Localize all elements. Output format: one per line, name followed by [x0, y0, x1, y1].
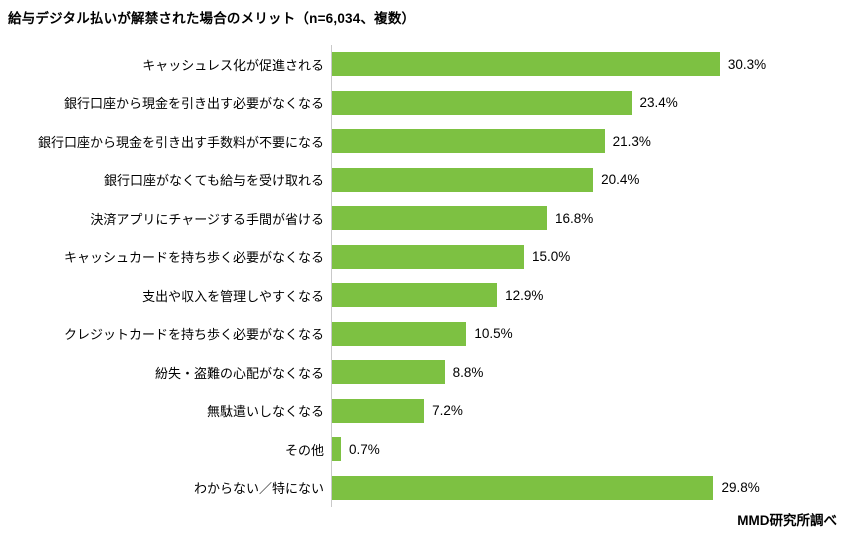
bar-area: 30.3%: [331, 52, 847, 77]
bar-row: 無駄遣いしなくなる 7.2%: [0, 392, 847, 431]
bar: [332, 129, 605, 154]
bar-row: 銀行口座から現金を引き出す手数料が不要になる 21.3%: [0, 122, 847, 161]
bar-area: 8.8%: [331, 360, 847, 385]
bar-value: 20.4%: [601, 172, 640, 188]
bar-label: 支出や収入を管理しやすくなる: [142, 288, 324, 304]
bar-area: 21.3%: [331, 129, 847, 154]
bar-value: 8.8%: [452, 364, 484, 380]
bar-row: キャッシュレス化が促進される 30.3%: [0, 45, 847, 84]
bar-row: 銀行口座がなくても給与を受け取れる 20.4%: [0, 161, 847, 200]
chart-title: 給与デジタル払いが解禁された場合のメリット（n=6,034、複数）: [8, 11, 416, 26]
bar-row: 紛失・盗難の心配がなくなる 8.8%: [0, 353, 847, 392]
bar-area: 16.8%: [331, 206, 847, 231]
bar-label: キャッシュカードを持ち歩く必要がなくなる: [63, 250, 324, 266]
bar: [332, 90, 632, 115]
bar-label: その他: [284, 442, 324, 458]
bar-label: 決済アプリにチャージする手間が省ける: [90, 211, 324, 227]
bar-value: 15.0%: [532, 249, 571, 265]
bar-label: クレジットカードを持ち歩く必要がなくなる: [63, 327, 324, 343]
y-axis-line: [331, 45, 332, 507]
bar: [332, 167, 594, 192]
bar-value: 23.4%: [639, 95, 678, 111]
bar-row: 決済アプリにチャージする手間が省ける 16.8%: [0, 199, 847, 238]
bar-area: 12.9%: [331, 283, 847, 308]
bar-value: 30.3%: [727, 56, 767, 72]
bar: [332, 360, 445, 385]
bar-value: 16.8%: [555, 210, 594, 226]
bar-area: 23.4%: [331, 90, 847, 115]
bar-label: 銀行口座から現金を引き出す手数料が不要になる: [37, 134, 324, 150]
bar-row: クレジットカードを持ち歩く必要がなくなる 10.5%: [0, 315, 847, 354]
bar-label: 銀行口座がなくても給与を受け取れる: [104, 173, 324, 189]
bar-value: 10.5%: [474, 326, 513, 342]
bar-value: 7.2%: [432, 403, 463, 419]
bar-row: わからない／特にない 29.8%: [0, 469, 847, 508]
bar-area: 10.5%: [331, 321, 847, 346]
bar-area: 15.0%: [331, 244, 847, 269]
bar-area: 7.2%: [331, 398, 847, 423]
bar-value: 0.7%: [348, 441, 380, 457]
bar: [332, 398, 425, 423]
bar-label: わからない／特にない: [193, 481, 324, 497]
bar-value: 29.8%: [721, 480, 760, 496]
bar-area: 20.4%: [331, 167, 847, 192]
bar-value: 12.9%: [505, 287, 544, 303]
bar-label: 無駄遣いしなくなる: [206, 404, 324, 420]
bar: [332, 52, 720, 77]
bar-area: 0.7%: [331, 437, 847, 462]
source-credit: MMD研究所調べ: [737, 513, 837, 528]
bar-label: 紛失・盗難の心配がなくなる: [154, 365, 324, 381]
bar-label: キャッシュレス化が促進される: [142, 57, 324, 73]
plot-area: キャッシュレス化が促進される 30.3% 銀行口座から現金を引き出す必要がなくな…: [0, 45, 847, 507]
bar: [332, 283, 498, 308]
bar-row: 銀行口座から現金を引き出す必要がなくなる 23.4%: [0, 84, 847, 123]
bar: [332, 244, 524, 269]
bar-row: その他 0.7%: [0, 430, 847, 469]
bar-row: キャッシュカードを持ち歩く必要がなくなる 15.0%: [0, 238, 847, 277]
bar: [332, 321, 467, 346]
bar: [332, 437, 341, 462]
bar-row: 支出や収入を管理しやすくなる 12.9%: [0, 276, 847, 315]
bar-area: 29.8%: [331, 475, 847, 500]
bar-label: 銀行口座から現金を引き出す必要がなくなる: [63, 96, 324, 112]
rows: キャッシュレス化が促進される 30.3% 銀行口座から現金を引き出す必要がなくな…: [0, 45, 847, 507]
bar: [332, 206, 548, 231]
bar-value: 21.3%: [612, 133, 651, 149]
bar: [332, 475, 714, 500]
